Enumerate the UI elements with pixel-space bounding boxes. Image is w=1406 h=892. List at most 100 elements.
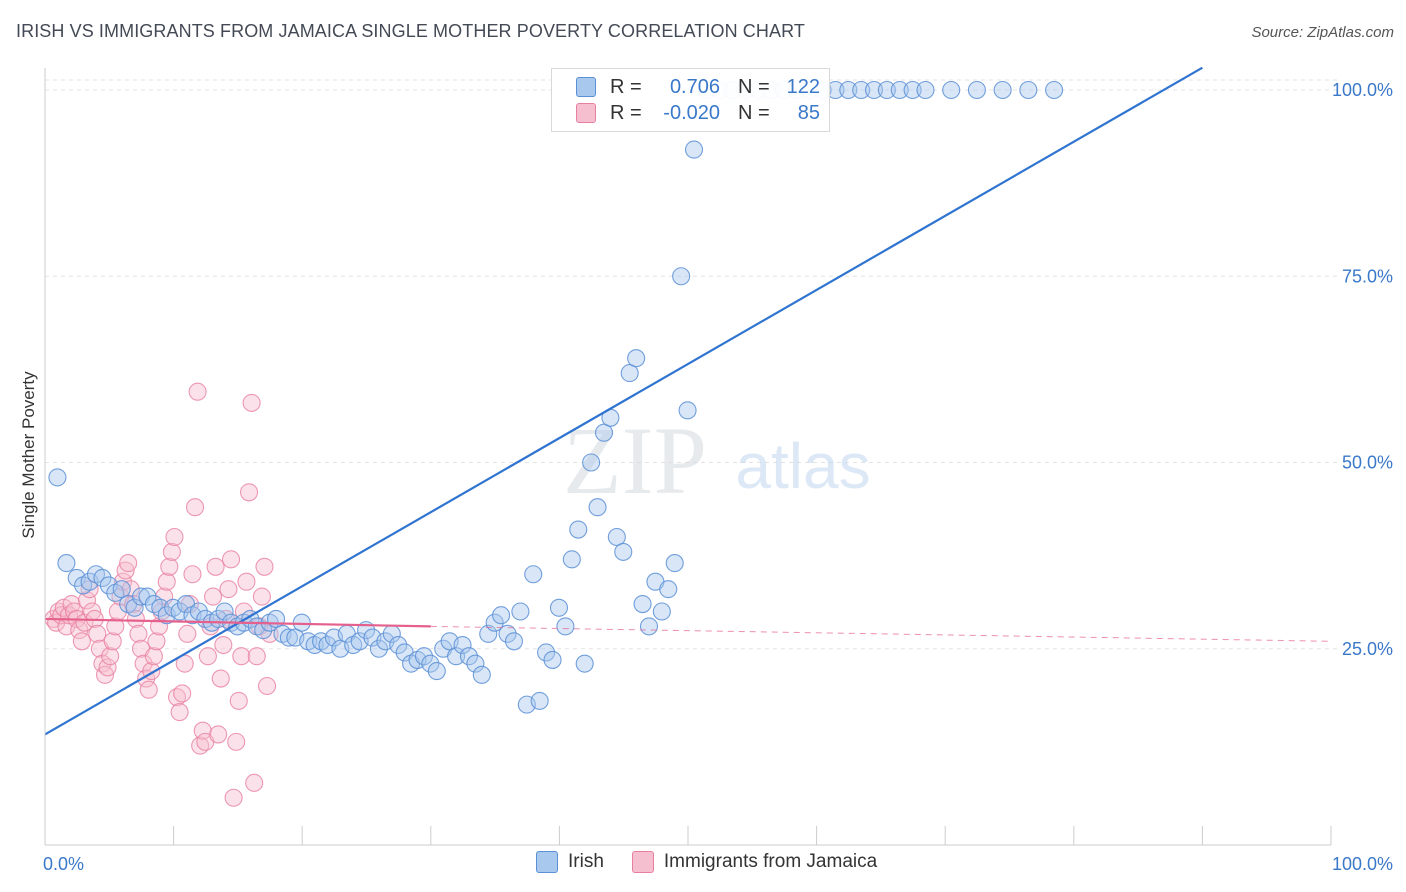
irish-point [652,602,671,621]
jamaica-point [119,554,138,573]
jamaica-point [157,572,176,591]
jamaica-point [252,587,271,606]
irish-point [993,80,1012,100]
irish-point [967,80,986,100]
irish-point [890,80,909,100]
jamaica-point [139,680,158,699]
irish-point [151,598,170,617]
x-tick-label: 100.0% [1332,854,1393,874]
irish-point [614,542,633,561]
irish-point [472,665,491,684]
y-tick-label: 100.0% [1332,80,1393,100]
correlation-legend: R = 0.706 N = 122 R = -0.020 N = 85 [551,68,830,132]
irish-swatch [576,77,596,97]
irish-point [633,594,652,614]
jamaica-point [193,721,212,740]
irish-legend-label: Irish [568,851,604,872]
irish-point [582,453,601,472]
jamaica-trend-line [44,617,431,628]
irish-point [447,647,466,666]
irish-point [607,527,626,547]
irish-point [511,602,530,621]
legend-item-irish[interactable]: Irish [536,851,604,873]
jamaica-r-value: -0.020 [663,101,720,124]
irish-point [93,568,112,588]
jamaica-legend-swatch [631,851,654,873]
irish-point [877,80,896,100]
jamaica-point [237,572,256,591]
irish-point [459,647,479,666]
irish-point [389,635,408,655]
irish-point [57,554,76,573]
irish-point [48,468,67,487]
irish-point [1045,80,1064,100]
jamaica-point [214,635,233,655]
y-tick-label: 50.0% [1342,453,1393,473]
irish-point [569,520,588,539]
jamaica-point [144,647,163,666]
y-axis-label: Single Mother Poverty [19,371,38,539]
jamaica-point [116,561,135,580]
jamaica-legend-label: Immigrants from Jamaica [663,851,878,872]
irish-point [453,635,472,655]
jamaica-n-value: 85 [797,101,820,124]
jamaica-point [106,617,125,636]
trend-lines [44,66,1332,736]
irish-n-label: N = [738,75,770,98]
irish-point [427,662,446,681]
jamaica-swatch [576,103,596,123]
legend-row-irish: R = 0.706 N = 122 [576,74,820,100]
watermark-atlas: atlas [735,430,870,502]
jamaica-point [239,483,259,502]
irish-point [530,691,549,710]
legend-row-jamaica: R = -0.020 N = 85 [576,100,820,126]
jamaica-point [219,580,238,599]
jamaica-point [255,557,274,576]
series-legend: Irish Immigrants from Jamaica [536,851,905,873]
jamaica-points [44,382,279,807]
jamaica-point [209,725,228,744]
jamaica-point [147,632,166,651]
jamaica-point [224,788,243,807]
jamaica-point [129,624,148,643]
irish-point [537,643,556,662]
jamaica-point [221,550,241,569]
jamaica-point [103,632,122,651]
irish-point [112,580,131,599]
irish-point [543,650,562,669]
jamaica-point [206,557,225,576]
jamaica-point [211,669,230,688]
irish-point [498,624,517,643]
irish-point [292,613,311,632]
jamaica-point [160,557,179,576]
irish-point [189,602,208,621]
irish-legend-swatch [536,851,558,873]
x-tick-label: 0.0% [43,854,84,874]
irish-n-value: 122 [786,75,820,98]
irish-point [562,550,581,569]
irish-point [556,617,575,636]
jamaica-point [242,393,261,412]
irish-point [839,80,858,100]
irish-point [916,80,935,100]
y-tick-label: 25.0% [1342,639,1393,659]
irish-point [620,364,639,383]
jamaica-point [72,632,91,651]
jamaica-point [162,542,181,561]
legend-item-jamaica[interactable]: Immigrants from Jamaica [631,851,878,873]
irish-point [1019,80,1038,100]
jamaica-point [257,676,277,696]
irish-point [684,140,704,159]
irish-point [279,628,298,647]
irish-trend-line [44,66,1203,736]
y-tick-label: 75.0% [1342,266,1393,286]
jamaica-point [245,773,264,792]
irish-point [479,624,498,643]
jamaica-point [173,684,192,703]
jamaica-point [178,624,197,643]
irish-point [864,80,884,100]
irish-point [659,580,678,599]
irish-point [942,80,961,100]
irish-r-value: 0.706 [669,75,720,98]
